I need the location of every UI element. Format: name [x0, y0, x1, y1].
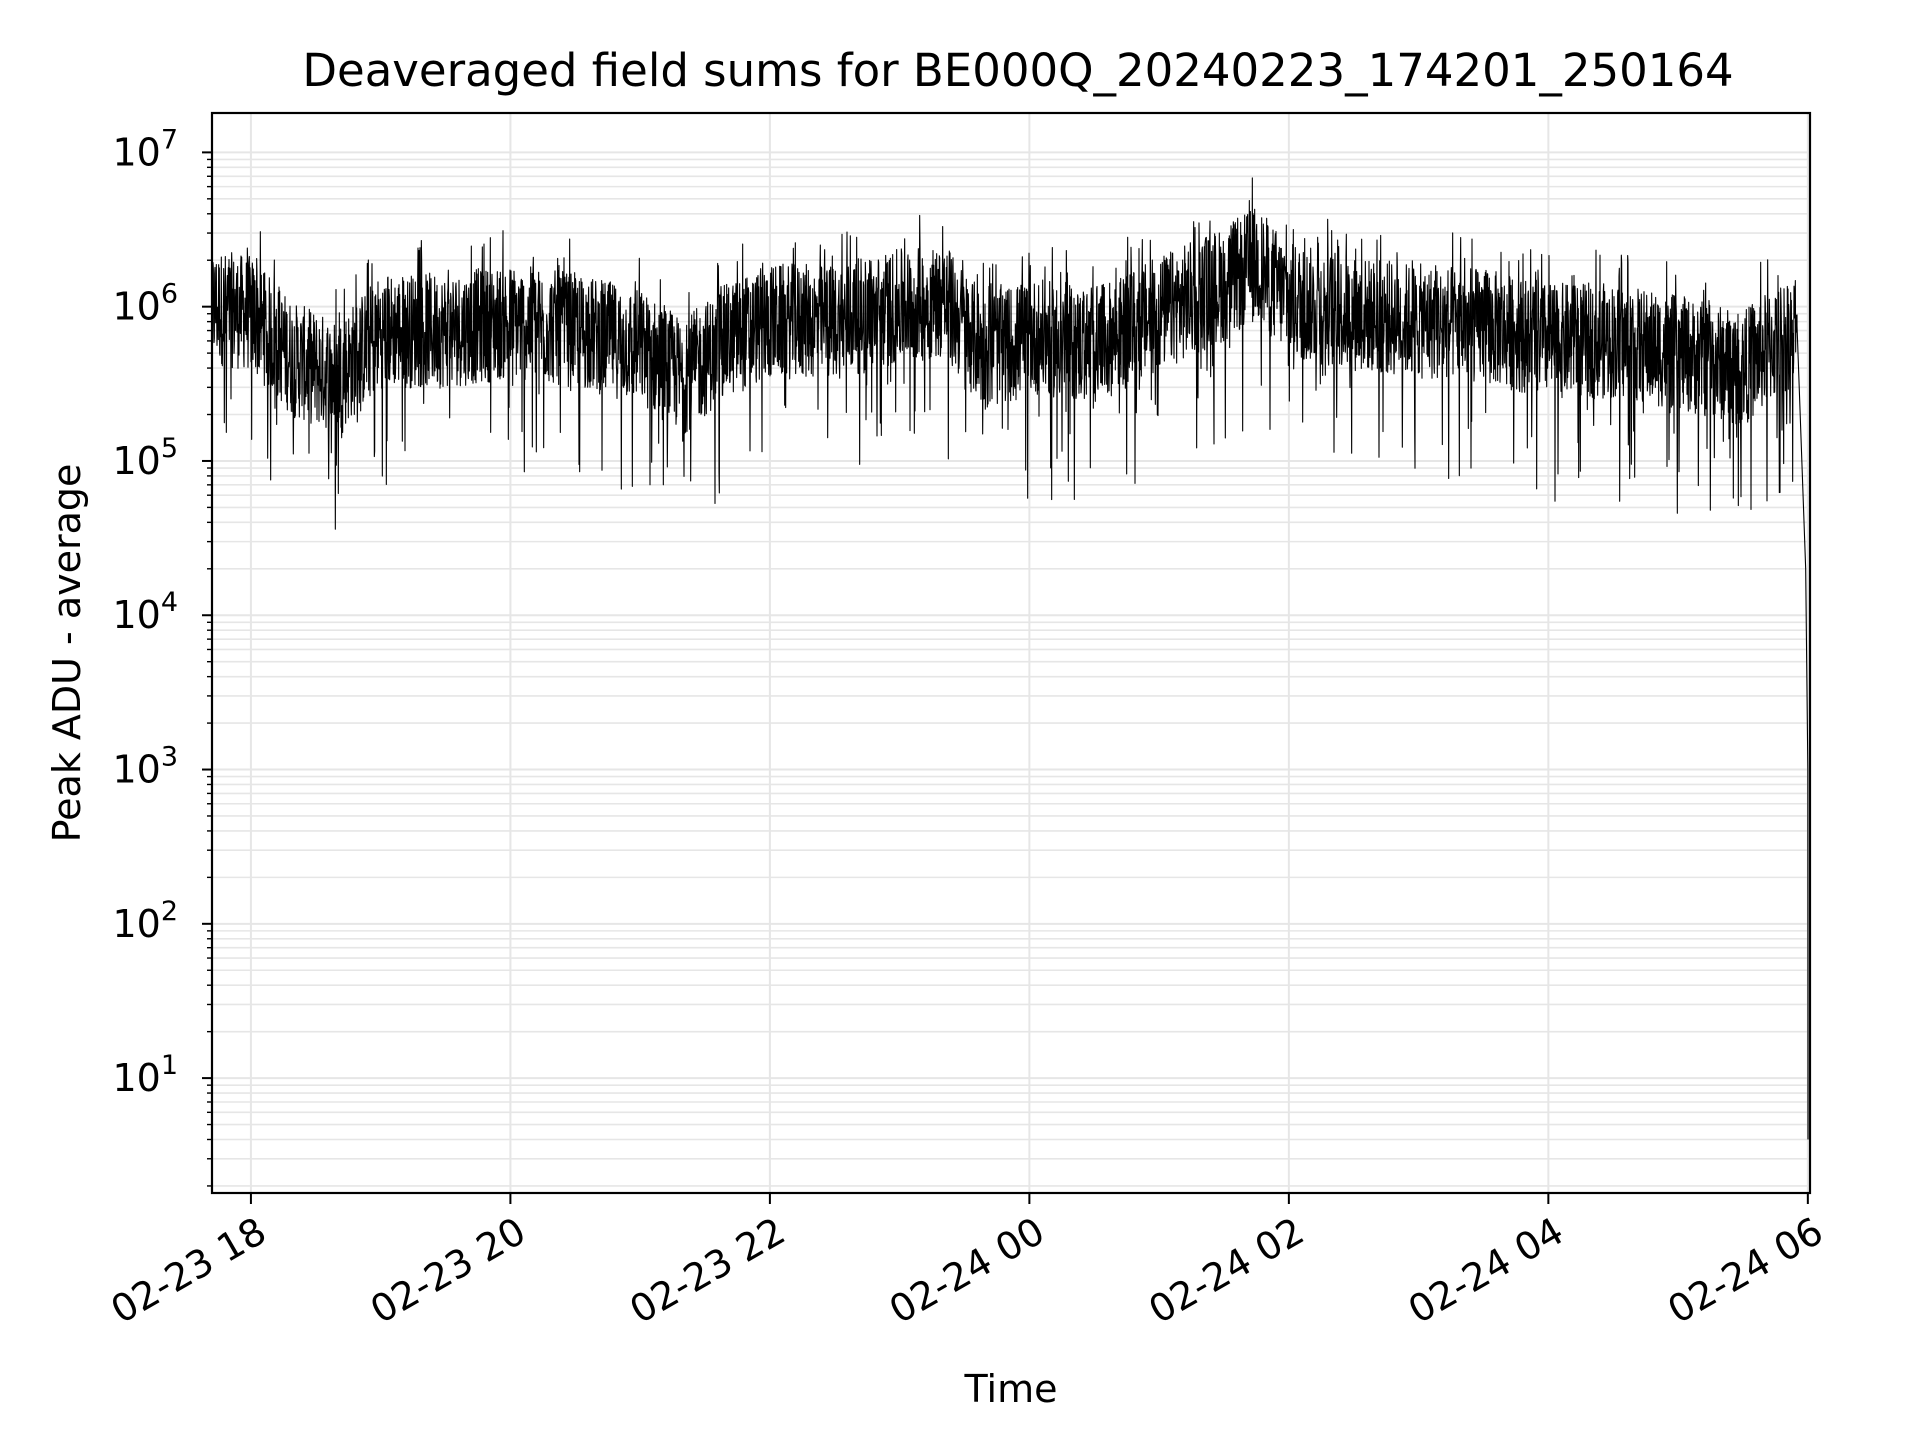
y-tick-label: 102	[112, 896, 178, 946]
y-axis-label: Peak ADU - average	[45, 464, 89, 843]
x-tick-label: 02-24 06	[1660, 1209, 1830, 1333]
y-tick-label: 106	[112, 279, 178, 329]
y-tick-label: 107	[112, 124, 178, 174]
x-tick-label: 02-24 00	[882, 1209, 1052, 1333]
series-layer	[211, 177, 1809, 1140]
x-tick-label: 02-23 22	[622, 1209, 792, 1333]
grid-lines	[212, 113, 1810, 1193]
y-tick-label: 105	[112, 433, 178, 483]
y-tick-label: 104	[112, 587, 178, 637]
x-tick-label: 02-23 20	[363, 1209, 533, 1333]
x-tick-label: 02-23 18	[103, 1209, 273, 1333]
x-axis-label: Time	[964, 1367, 1058, 1411]
y-tick-label: 101	[112, 1050, 178, 1100]
y-axis: 101 102 103 104 105 106 107	[112, 124, 212, 1187]
x-tick-label: 02-24 02	[1141, 1209, 1311, 1333]
x-axis: 02-23 18 02-23 20 02-23 22 02-24 00 02-24 02…	[103, 1193, 1830, 1332]
chart-title: Deaveraged field sums for BE000Q_2024022…	[302, 44, 1733, 97]
y-tick-label: 103	[112, 742, 178, 792]
x-tick-label: 02-24 04	[1401, 1209, 1571, 1333]
plot-frame	[210, 111, 1812, 1195]
series-line	[211, 177, 1809, 1140]
